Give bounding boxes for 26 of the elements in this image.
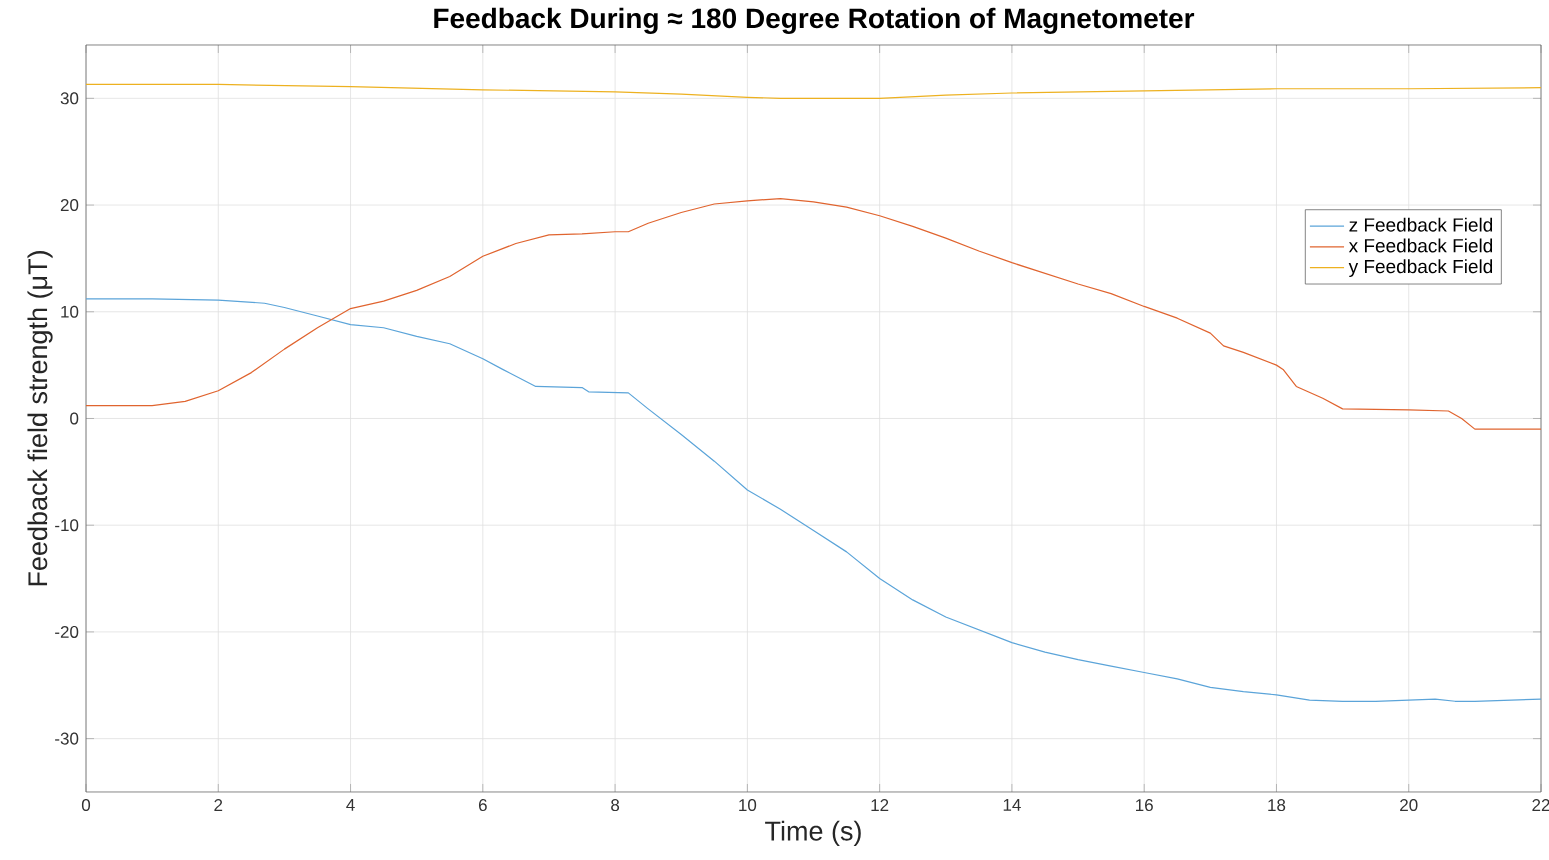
x-tick-label: 14	[1003, 799, 1021, 811]
legend-label: z Feedback Field	[1349, 217, 1493, 232]
y-tick-label: 20	[60, 199, 79, 212]
x-tick-label: 0	[81, 799, 91, 812]
y-tick-label: -30	[55, 732, 79, 745]
x-tick-label: 2	[214, 799, 223, 811]
y-tick-label: 30	[60, 92, 79, 105]
x-tick-label: 10	[739, 799, 757, 812]
chart-title: Feedback During ≈ 180 Degree Rotation of Magnetometer	[434, 7, 1195, 34]
y-tick-label: 0	[70, 412, 79, 425]
y-tick-label: 10	[61, 305, 79, 318]
legend-label: y Feedback Field	[1348, 259, 1493, 277]
x-tick-label: 4	[346, 799, 355, 811]
y-tick-label: -20	[55, 625, 79, 638]
x-tick-label: 8	[611, 799, 620, 812]
y-axis-title: Feedback field strength (μT)	[27, 251, 53, 586]
x-tick-label: 6	[478, 799, 487, 812]
legend-label: x Feedback Field	[1348, 238, 1493, 253]
x-tick-label: 12	[871, 799, 889, 811]
x-tick-label: 16	[1136, 799, 1153, 812]
x-tick-label: 18	[1268, 799, 1286, 812]
x-tick-label: 20	[1400, 799, 1418, 812]
line-series	[86, 83, 1541, 99]
x-axis-title: Time (s)	[765, 820, 861, 846]
y-tick-label: -10	[55, 519, 79, 532]
x-tick-label: 22	[1532, 799, 1549, 811]
